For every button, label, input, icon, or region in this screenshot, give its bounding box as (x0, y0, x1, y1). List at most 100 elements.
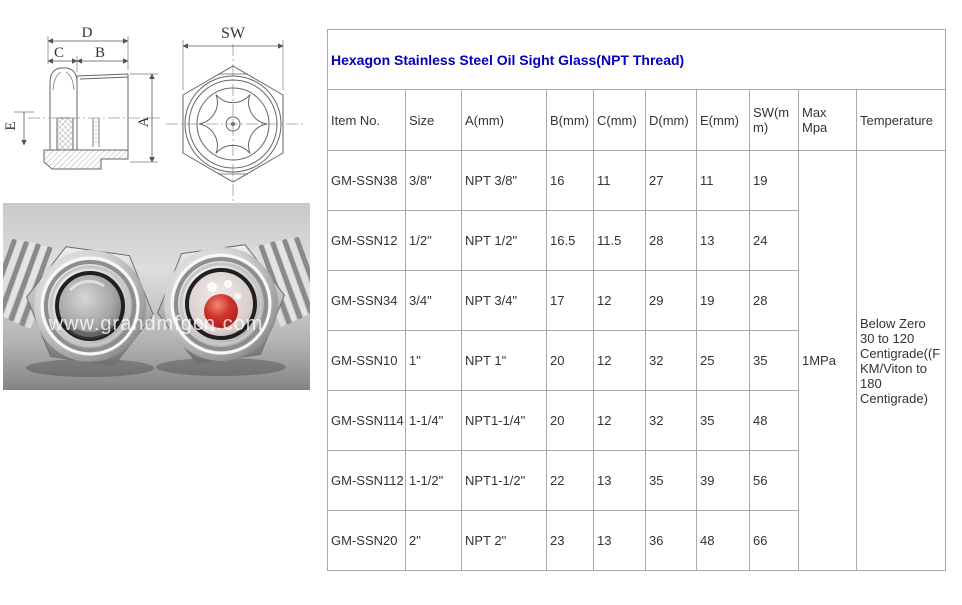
cell: 3/8" (405, 150, 462, 211)
cell-temperature: Below Zero 30 to 120 Centigrade((FKM/Vit… (855, 150, 947, 571)
column-header-3: A(mm) (461, 89, 547, 151)
technical-drawing: D C B A E SW (3, 25, 306, 202)
glass-shadow-left (65, 323, 115, 340)
rim-highlight-right (170, 253, 272, 355)
cell-max-mpa: 1MPa (798, 150, 857, 571)
inner-bore-threads (93, 121, 99, 143)
cell: NPT 2" (461, 510, 547, 571)
table-row: GM-SSN112 1-1/2" NPT1-1/2" 22 13 35 39 56 (327, 450, 946, 511)
title-row: Hexagon Stainless Steel Oil Sight Glass(… (326, 29, 947, 90)
cell: NPT 3/4" (461, 270, 547, 331)
column-header-6: D(mm) (645, 89, 697, 151)
cell: 13 (696, 210, 750, 271)
watermark-text: www.grandmfgcn.com (48, 313, 264, 335)
header-row: Item No. Size A(mm) B(mm) C(mm) D(mm) E(mm) SW(… (327, 89, 947, 151)
product-photo: www.grandmfgcn.com (3, 203, 310, 390)
cell: 1/2" (405, 210, 462, 271)
cell: 11 (593, 150, 646, 211)
cell: 13 (593, 510, 646, 571)
cell: 32 (645, 330, 697, 391)
hex-head-chamfer (52, 71, 75, 91)
section-flange (43, 149, 129, 170)
cell: GM-SSN38 (327, 150, 406, 211)
cell: 20 (546, 390, 594, 451)
cell: 16 (546, 150, 594, 211)
cell: 39 (696, 450, 750, 511)
column-header-9: Max Mpa (798, 89, 857, 151)
glass-highlight-left (68, 279, 105, 292)
column-header-5: C(mm) (593, 89, 646, 151)
cell: 22 (546, 450, 594, 511)
cell: 32 (645, 390, 697, 451)
cell: NPT 1/2" (461, 210, 547, 271)
cell: 66 (749, 510, 799, 571)
sight-glass-right (156, 236, 310, 376)
dim-label-b: B (95, 45, 105, 61)
cell: 19 (749, 150, 799, 211)
cell: GM-SSN114 (327, 390, 406, 451)
cell: 20 (546, 330, 594, 391)
cell: 29 (645, 270, 697, 331)
cell: 48 (696, 510, 750, 571)
cell: GM-SSN10 (327, 330, 406, 391)
rim-step-left (44, 260, 136, 352)
cell: 23 (546, 510, 594, 571)
cell: NPT1-1/2" (461, 450, 547, 511)
hex-view-drawing (166, 40, 306, 202)
cell: 13 (593, 450, 646, 511)
cell: 28 (749, 270, 799, 331)
side-view-drawing (14, 36, 162, 170)
glass-highlight-right (195, 316, 216, 332)
cell: 56 (749, 450, 799, 511)
rim-step-right (174, 257, 268, 351)
dim-label-d: D (82, 25, 93, 41)
cell: 35 (645, 450, 697, 511)
red-ball (204, 294, 238, 328)
cell: 27 (645, 150, 697, 211)
table-row: GM-SSN20 2" NPT 2" 23 13 36 48 66 (327, 510, 946, 571)
table-row: GM-SSN114 1-1/4" NPT1-1/4" 20 12 32 35 48 (327, 390, 946, 451)
center-dot (230, 121, 236, 127)
column-header-4: B(mm) (546, 89, 594, 151)
cell: 24 (749, 210, 799, 271)
reflection-1 (207, 282, 217, 292)
rim-inner-right (179, 262, 263, 346)
cell: 17 (546, 270, 594, 331)
table-row: GM-SSN10 1" NPT 1" 20 12 32 25 35 (327, 330, 946, 391)
cell: 35 (696, 390, 750, 451)
cell: 2" (405, 510, 462, 571)
hexagon-outline (182, 65, 284, 183)
cell: NPT 3/8" (461, 150, 547, 211)
cell: NPT1-1/4" (461, 390, 547, 451)
cell: 1-1/2" (405, 450, 462, 511)
cell: 1-1/4" (405, 390, 462, 451)
dim-label-sw: SW (221, 25, 246, 42)
cell: 12 (593, 270, 646, 331)
cell: 11 (696, 150, 750, 211)
cell: GM-SSN112 (327, 450, 406, 511)
hexagon-chamfer (218, 73, 248, 175)
cell: 12 (593, 390, 646, 451)
column-header-2: Size (405, 89, 462, 151)
cell: GM-SSN20 (327, 510, 406, 571)
cell: 16.5 (546, 210, 594, 271)
cell: 35 (749, 330, 799, 391)
dim-label-a: A (136, 116, 152, 127)
table-row: GM-SSN12 1/2" NPT 1/2" 16.5 11.5 28 13 24 (327, 210, 946, 271)
outer-ring (184, 75, 282, 173)
rim-inner-left (49, 265, 131, 347)
rim-highlight-left (40, 256, 140, 356)
column-header-1: Item No. (327, 89, 406, 151)
table-title: Hexagon Stainless Steel Oil Sight Glass(… (326, 29, 947, 90)
cell: 11.5 (593, 210, 646, 271)
dim-label-e: E (3, 121, 19, 130)
column-header-7: E(mm) (696, 89, 750, 151)
cell: 36 (645, 510, 697, 571)
center-circle (225, 116, 241, 132)
table-row: GM-SSN38 3/8" NPT 3/8" 16 11 27 11 19 1MPa Below … (327, 150, 947, 571)
column-header-8: SW(mm) (749, 89, 799, 151)
column-header-10: Temperature (855, 89, 947, 151)
cell: 28 (645, 210, 697, 271)
hexafoil-pattern (198, 94, 268, 154)
